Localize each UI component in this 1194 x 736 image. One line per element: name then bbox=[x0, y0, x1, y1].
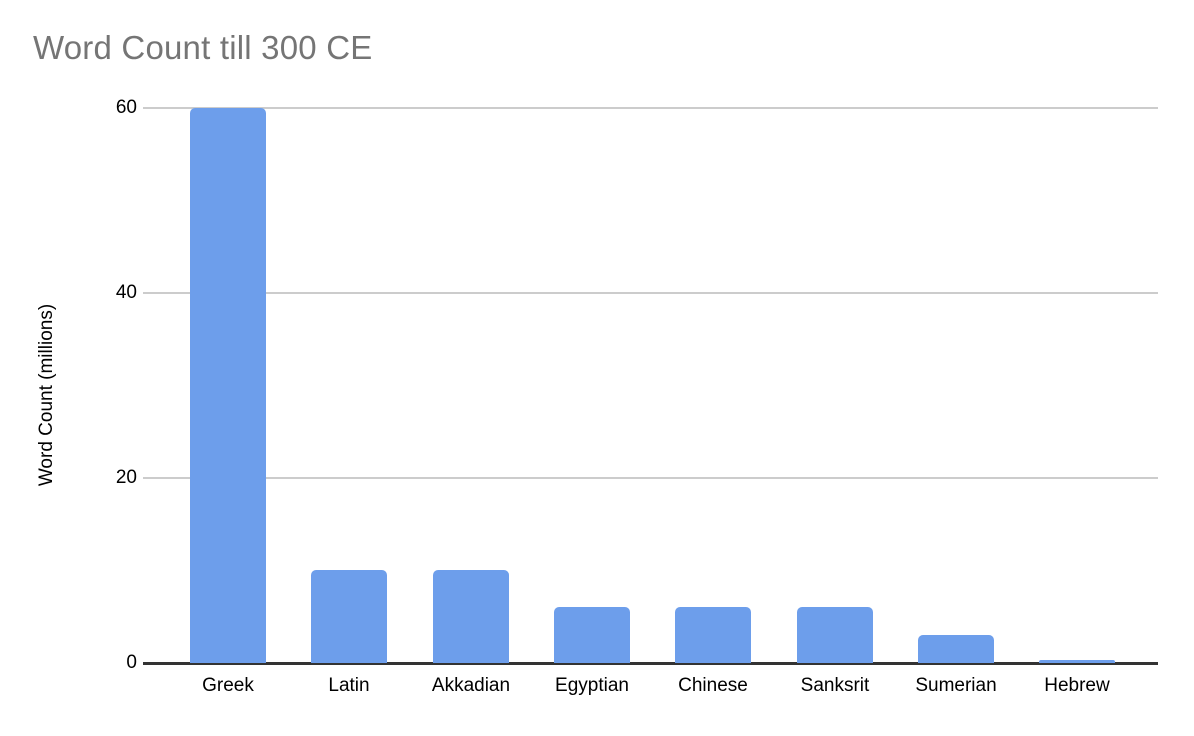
gridline-20 bbox=[143, 477, 1158, 479]
x-tick-label-latin: Latin bbox=[328, 675, 370, 696]
bar-sanksrit bbox=[797, 607, 873, 663]
y-axis-title: Word Count (millions) bbox=[36, 303, 57, 487]
bar-hebrew bbox=[1039, 660, 1115, 663]
x-axis-line bbox=[143, 662, 1158, 665]
bar-akkadian bbox=[433, 570, 509, 663]
y-tick-label-0: 0 bbox=[126, 652, 137, 673]
x-tick-label-sumerian: Sumerian bbox=[915, 675, 997, 696]
bar-greek bbox=[190, 108, 266, 663]
bar-chinese bbox=[675, 607, 751, 663]
chart-title: Word Count till 300 CE bbox=[33, 29, 373, 66]
bar-egyptian bbox=[554, 607, 630, 663]
gridline-60 bbox=[143, 107, 1158, 109]
bar-latin bbox=[311, 570, 387, 663]
y-tick-label-40: 40 bbox=[115, 282, 137, 303]
x-tick-label-sanksrit: Sanksrit bbox=[800, 675, 870, 696]
x-tick-label-akkadian: Akkadian bbox=[431, 675, 511, 696]
x-tick-label-chinese: Chinese bbox=[678, 675, 748, 696]
plot-area bbox=[143, 107, 1158, 665]
x-tick-label-egyptian: Egyptian bbox=[555, 675, 629, 696]
bar-sumerian bbox=[918, 635, 994, 663]
y-tick-label-20: 20 bbox=[115, 467, 137, 488]
x-tick-label-hebrew: Hebrew bbox=[1044, 675, 1110, 696]
x-tick-label-greek: Greek bbox=[202, 675, 254, 696]
gridline-40 bbox=[143, 292, 1158, 294]
y-tick-label-60: 60 bbox=[115, 97, 137, 118]
